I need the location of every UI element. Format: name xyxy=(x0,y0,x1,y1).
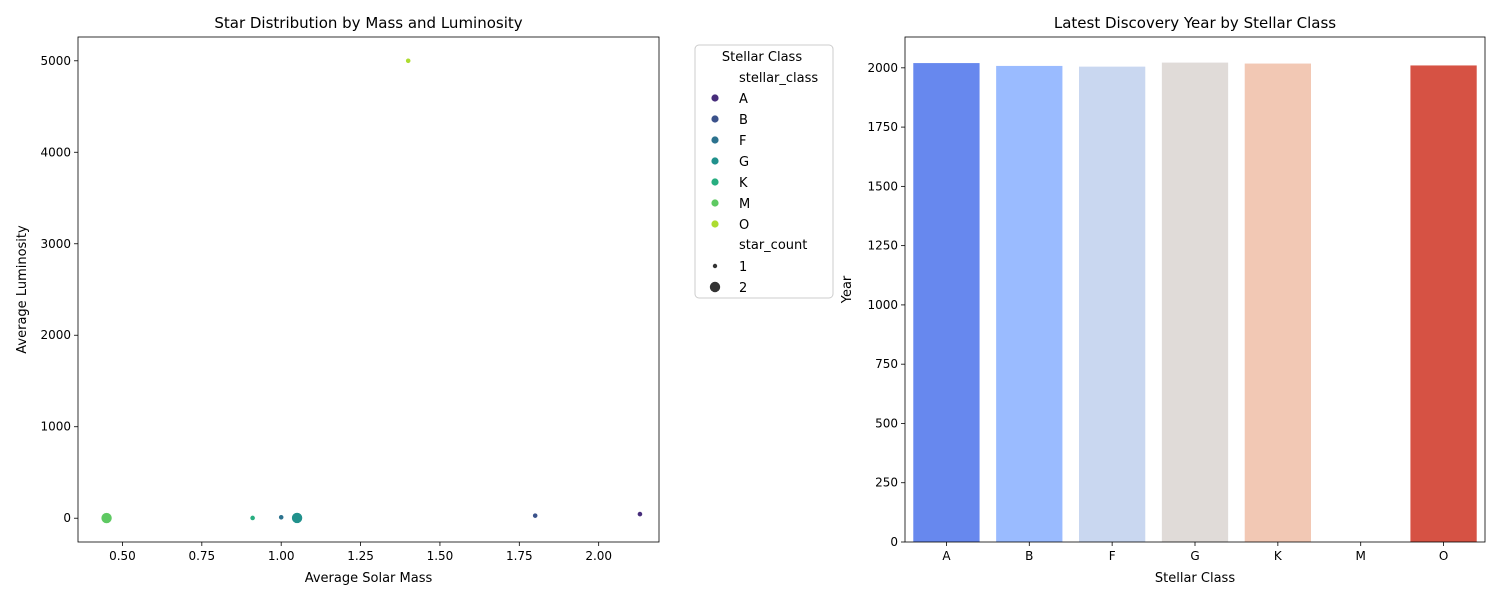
legend-label-K: K xyxy=(739,176,748,191)
bar-ylabel: Year xyxy=(840,275,855,304)
scatter-xtick-label: 1.50 xyxy=(427,549,454,563)
scatter-xtick-label: 0.50 xyxy=(109,549,136,563)
legend-label-O: O xyxy=(739,218,749,233)
bar-xtick-label: G xyxy=(1190,549,1199,563)
legend-label-A: A xyxy=(739,92,748,107)
legend-marker-K xyxy=(711,178,719,186)
scatter-ytick-label: 0 xyxy=(63,511,71,525)
scatter-point-O xyxy=(405,57,412,64)
bar-chart: Latest Discovery Year by Stellar Class 0… xyxy=(840,14,1486,586)
bar-ytick-label: 250 xyxy=(875,476,898,490)
bar-ytick-label: 1250 xyxy=(867,239,898,253)
legend-marker-G xyxy=(711,157,719,165)
bar-ytick-label: 750 xyxy=(875,357,898,371)
legend-hue-title: stellar_class xyxy=(739,71,818,86)
legend-marker-F xyxy=(711,136,719,144)
scatter-xtick-label: 2.00 xyxy=(585,549,612,563)
scatter-ylabel: Average Luminosity xyxy=(15,225,30,354)
scatter-ytick-label: 4000 xyxy=(40,145,71,159)
bar-xtick-label: O xyxy=(1439,549,1448,563)
scatter-xtick-label: 1.75 xyxy=(506,549,533,563)
legend-size-marker-2 xyxy=(709,281,721,293)
scatter-point-B xyxy=(532,512,539,519)
scatter-point-G xyxy=(291,512,303,524)
legend-size-label-1: 1 xyxy=(739,260,747,275)
bar-F xyxy=(1079,66,1146,543)
scatter-xtick-label: 1.25 xyxy=(347,549,374,563)
bar-ytick-label: 1000 xyxy=(867,298,898,312)
scatter-point-K xyxy=(249,515,256,521)
scatter-ticks: 0.50 0.75 1.00 1.25 1.50 1.75 2.00 0 1000 2000 300… xyxy=(40,54,612,563)
bar-ytick-label: 1500 xyxy=(867,179,898,193)
bar-O xyxy=(1410,65,1477,542)
legend-marker-B xyxy=(711,115,719,123)
bar-ytick-label: 1750 xyxy=(867,120,898,134)
bar-G xyxy=(1161,62,1229,543)
legend-frame xyxy=(694,44,834,299)
scatter-title: Star Distribution by Mass and Luminosity xyxy=(214,14,522,32)
scatter-ytick-label: 3000 xyxy=(40,237,71,251)
scatter-xtick-label: 0.75 xyxy=(188,549,215,563)
bar-xtick-label: A xyxy=(942,549,951,563)
bar-xtick-label: M xyxy=(1356,549,1366,563)
bar-xlabel: Stellar Class xyxy=(1155,571,1235,586)
scatter-axes-frame xyxy=(77,36,660,543)
bar-B xyxy=(996,65,1063,543)
bar-xtick-label: B xyxy=(1025,549,1033,563)
legend-size-marker-1 xyxy=(712,263,718,269)
scatter-points xyxy=(100,57,643,524)
bar-xtick-label: K xyxy=(1274,549,1283,563)
legend-title: Stellar Class xyxy=(722,50,802,65)
scatter-ytick-label: 1000 xyxy=(40,420,71,434)
bar-ytick-label: 2000 xyxy=(867,61,898,75)
bar-ytick-label: 500 xyxy=(875,416,898,430)
legend-marker-A xyxy=(711,94,719,102)
legend-label-M: M xyxy=(739,197,750,212)
scatter-chart: Star Distribution by Mass and Luminosity… xyxy=(15,14,660,586)
legend-size-label-2: 2 xyxy=(739,281,747,296)
bar-A xyxy=(913,63,980,543)
legend-marker-M xyxy=(711,199,719,207)
scatter-ytick-label: 5000 xyxy=(40,54,71,68)
scatter-point-A xyxy=(637,511,643,517)
bar-ytick-label: 0 xyxy=(890,535,898,549)
bar-bars xyxy=(913,62,1477,543)
legend-label-G: G xyxy=(739,155,749,170)
scatter-xtick-label: 1.00 xyxy=(268,549,295,563)
bar-ticks: 0 250 500 750 1000 1250 1500 1750 2000 A B F G K M O xyxy=(867,61,1448,563)
scatter-point-M xyxy=(100,512,113,524)
scatter-ytick-label: 2000 xyxy=(40,328,71,342)
bar-axes-frame xyxy=(904,36,1486,543)
legend-label-F: F xyxy=(739,134,746,149)
scatter-point-F xyxy=(278,514,285,521)
bar-title: Latest Discovery Year by Stellar Class xyxy=(1054,14,1336,32)
legend-marker-O xyxy=(711,220,719,228)
scatter-xlabel: Average Solar Mass xyxy=(305,571,433,586)
legend-label-B: B xyxy=(739,113,748,128)
bar-K xyxy=(1244,63,1311,543)
bar-xtick-label: F xyxy=(1109,549,1116,563)
legend-size-title: star_count xyxy=(739,238,807,253)
legend-size-entries: 12 xyxy=(709,260,747,296)
